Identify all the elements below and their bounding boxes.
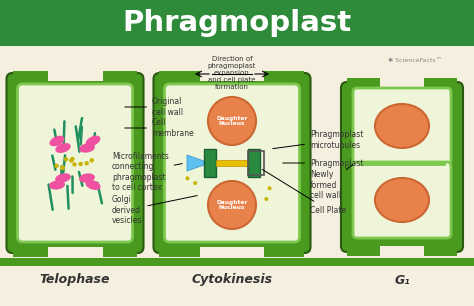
Text: ✱ ScienceFacts™: ✱ ScienceFacts™: [388, 58, 442, 62]
Ellipse shape: [375, 104, 429, 148]
Ellipse shape: [375, 178, 429, 222]
Ellipse shape: [86, 136, 100, 147]
Bar: [264, 247, 304, 257]
Bar: [159, 247, 200, 257]
Bar: [347, 246, 380, 256]
Circle shape: [60, 166, 64, 170]
Text: Phragmoplast: Phragmoplast: [283, 159, 364, 167]
Text: Daughter
Nucleus: Daughter Nucleus: [216, 116, 248, 126]
Ellipse shape: [49, 136, 64, 146]
Ellipse shape: [55, 143, 71, 153]
Ellipse shape: [79, 174, 95, 183]
Text: Cell
membrane: Cell membrane: [125, 118, 194, 138]
Text: Microfilaments
connecting
phragmoplast
to cell cortex: Microfilaments connecting phragmoplast t…: [112, 152, 182, 192]
Bar: [47, 247, 102, 257]
Bar: [264, 71, 304, 81]
FancyBboxPatch shape: [18, 84, 133, 242]
Circle shape: [70, 157, 74, 161]
Text: Newly
formed
cell wall: Newly formed cell wall: [310, 165, 353, 200]
Ellipse shape: [55, 173, 71, 183]
Bar: [347, 78, 380, 88]
Circle shape: [73, 162, 77, 166]
Bar: [0, 0, 474, 46]
Circle shape: [264, 197, 268, 201]
Bar: [424, 246, 457, 256]
Text: Golgi
derived
vesicles: Golgi derived vesicles: [112, 195, 197, 225]
Text: Cell Plate: Cell Plate: [263, 170, 346, 215]
Polygon shape: [187, 155, 204, 171]
Circle shape: [64, 157, 68, 162]
Ellipse shape: [79, 143, 95, 153]
Text: Daughter
Nucleus: Daughter Nucleus: [216, 200, 248, 211]
Bar: [0, 46, 474, 306]
Bar: [47, 71, 102, 81]
Circle shape: [61, 165, 65, 170]
Circle shape: [90, 158, 94, 162]
Circle shape: [193, 181, 197, 185]
Text: Cytokinesis: Cytokinesis: [191, 274, 273, 286]
Text: Phragmoplast
microtubules: Phragmoplast microtubules: [273, 130, 364, 150]
Ellipse shape: [85, 180, 100, 190]
Circle shape: [256, 160, 260, 164]
Bar: [0, 258, 474, 266]
Bar: [380, 246, 424, 256]
Bar: [204, 149, 216, 177]
Circle shape: [79, 162, 83, 166]
Circle shape: [208, 181, 256, 229]
Circle shape: [185, 176, 190, 180]
Bar: [12, 247, 47, 257]
Bar: [200, 247, 264, 257]
FancyBboxPatch shape: [341, 82, 463, 252]
FancyBboxPatch shape: [353, 88, 451, 164]
Bar: [102, 71, 137, 81]
Circle shape: [247, 173, 251, 177]
FancyBboxPatch shape: [7, 73, 144, 253]
Bar: [200, 71, 264, 81]
Text: Telophase: Telophase: [40, 274, 110, 286]
Bar: [159, 71, 200, 81]
Text: Direction of
phragmoplast
expansion
and cell plate
formation: Direction of phragmoplast expansion and …: [208, 56, 256, 90]
Bar: [12, 71, 47, 81]
Circle shape: [55, 164, 59, 168]
Text: Original
cell wall: Original cell wall: [125, 97, 183, 117]
Circle shape: [84, 161, 89, 166]
Circle shape: [69, 158, 73, 163]
Text: G₁: G₁: [394, 274, 410, 286]
Bar: [248, 151, 264, 175]
Ellipse shape: [49, 181, 65, 189]
Bar: [102, 247, 137, 257]
Text: Phragmoplast: Phragmoplast: [122, 9, 352, 37]
Bar: [248, 149, 260, 177]
Circle shape: [268, 186, 272, 190]
FancyBboxPatch shape: [154, 73, 310, 253]
FancyBboxPatch shape: [164, 84, 300, 242]
Bar: [216, 160, 248, 166]
Circle shape: [208, 97, 256, 145]
Bar: [380, 78, 424, 88]
FancyBboxPatch shape: [353, 162, 451, 238]
Bar: [424, 78, 457, 88]
Circle shape: [256, 159, 260, 163]
